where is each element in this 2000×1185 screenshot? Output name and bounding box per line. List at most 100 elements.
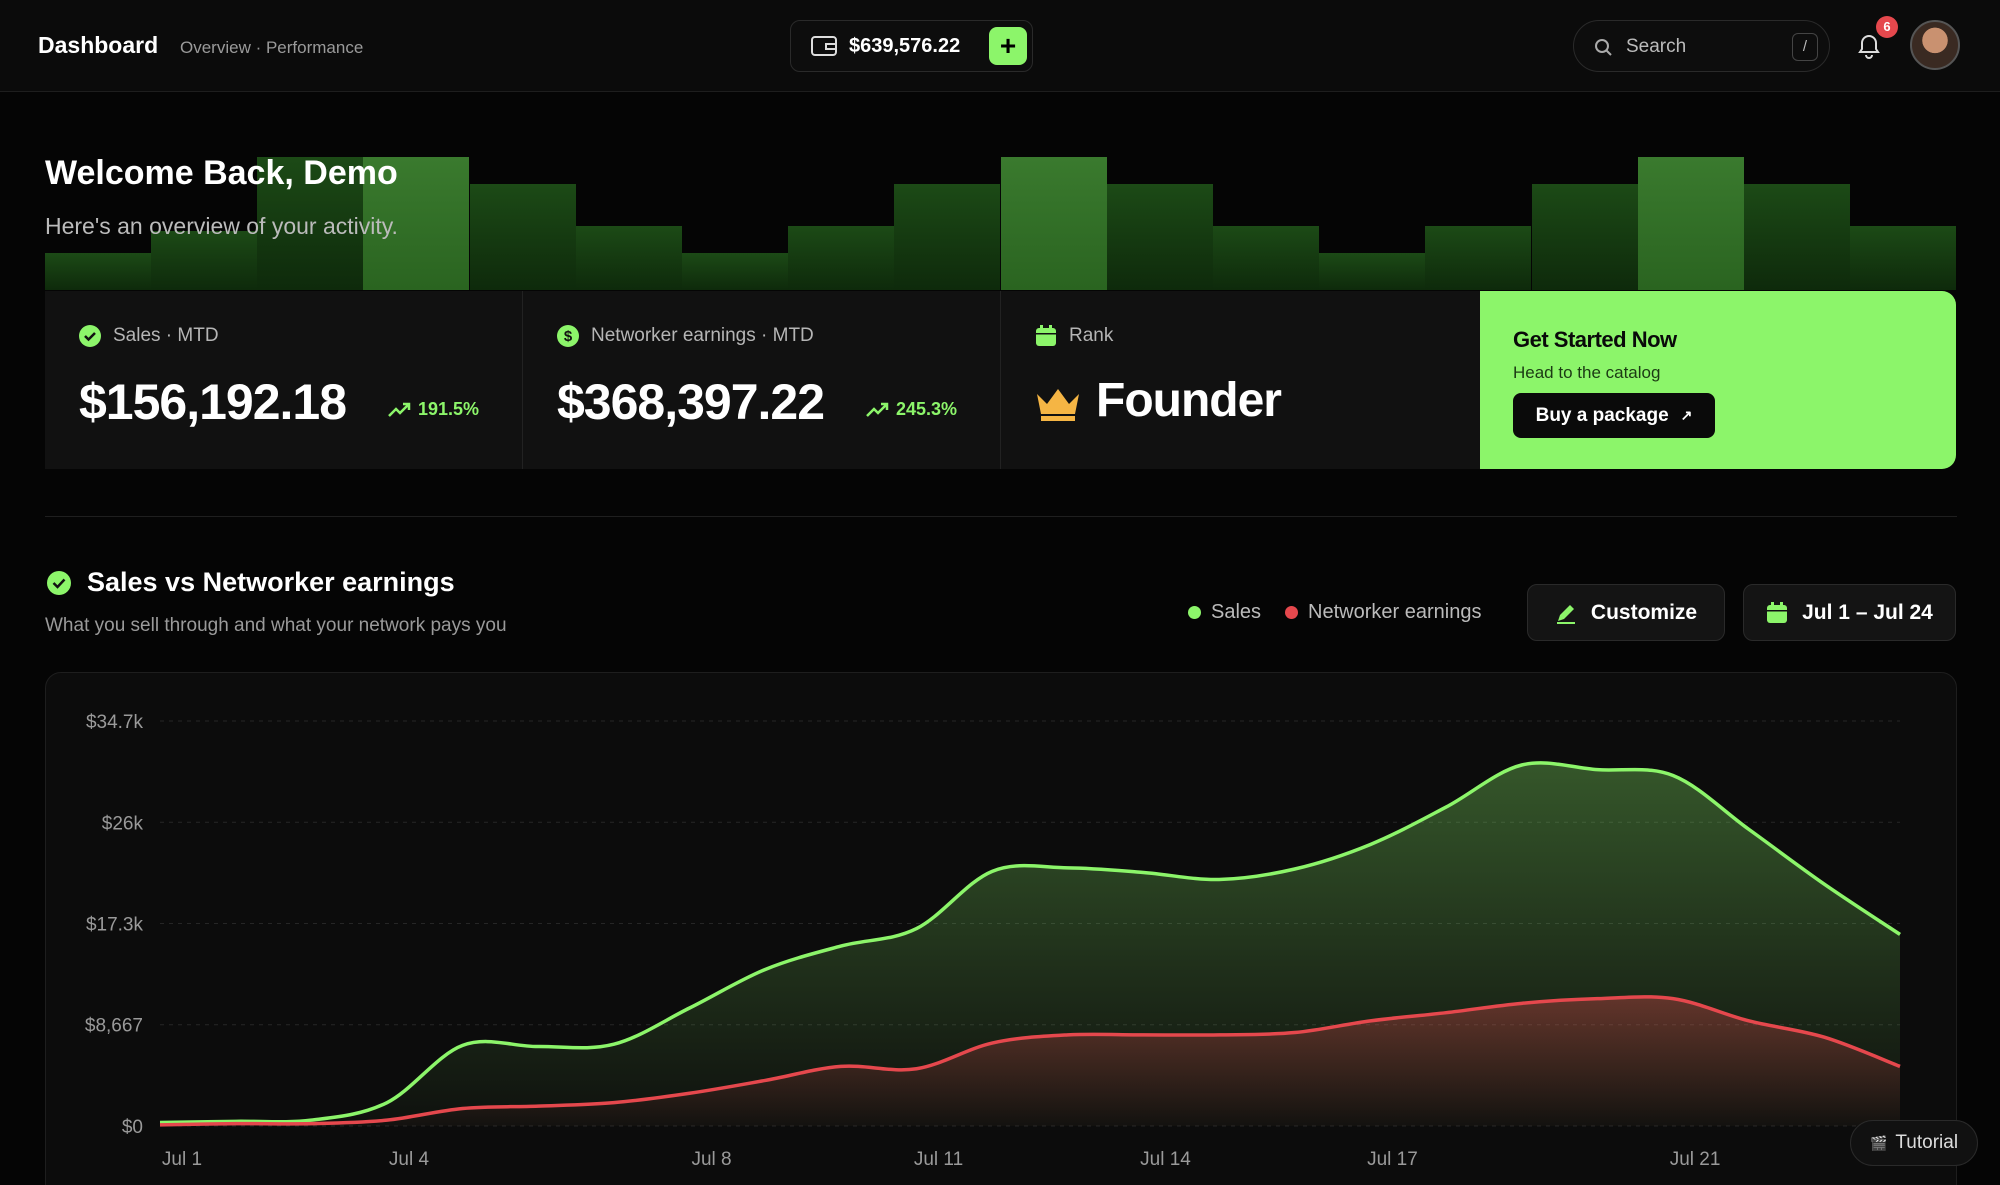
pencil-icon [1556, 604, 1575, 624]
balance: $639,576.22 [849, 35, 961, 57]
wallet-icon [811, 36, 837, 56]
y-tick-label: $0 [122, 1117, 143, 1138]
x-tick-label: Jul 14 [1140, 1149, 1191, 1170]
hero-bar [363, 157, 469, 290]
avatar[interactable] [1910, 20, 1960, 70]
cta-subtitle: Head to the catalog [1513, 363, 1661, 382]
stat-value: $156,192.18 [79, 374, 347, 430]
stat-label: Networker earnings · MTD [591, 325, 814, 346]
hero-bar [1532, 184, 1638, 290]
dollar-icon: $ [557, 325, 579, 347]
y-tick-label: $8,667 [85, 1016, 143, 1037]
x-tick-label: Jul 21 [1670, 1149, 1721, 1170]
hero-bar [1213, 226, 1319, 290]
svg-text:$: $ [564, 328, 573, 345]
stat-label-row: $ Networker earnings · MTD [557, 325, 814, 347]
search-icon [1595, 39, 1612, 56]
hero-bar [1638, 157, 1744, 290]
x-tick-label: Jul 8 [691, 1149, 731, 1170]
hero-bars [45, 155, 1957, 290]
series-line [159, 761, 1901, 1125]
legend: Sales Networker earnings [1188, 601, 1481, 624]
tutorial-icon: 🎬 [1869, 1134, 1888, 1151]
customize-label: Customize [1590, 600, 1698, 624]
hero-bar [1850, 226, 1956, 290]
date-range-button[interactable]: Jul 1 – Jul 24 [1743, 584, 1956, 641]
stat-change-row: 191.5% [388, 399, 479, 420]
date-range-label: Jul 1 – Jul 24 [1802, 600, 1933, 624]
stat-label-row: Rank [1035, 325, 1113, 347]
customize-button[interactable]: Customize [1527, 584, 1725, 641]
hero-bar [257, 157, 363, 290]
stat-card: Rank Founder [1001, 291, 1480, 469]
legend-label: Networker earnings [1308, 601, 1482, 623]
stat-change-row: 245.3% [866, 399, 957, 420]
tutorial-label: Tutorial [1895, 1132, 1959, 1153]
x-tick-label: Jul 17 [1367, 1149, 1418, 1170]
hero-bar [576, 226, 682, 290]
hero-bar [1319, 253, 1425, 290]
legend-item: Networker earnings [1285, 601, 1481, 624]
hero-bar [470, 184, 576, 290]
stat-label: Rank [1069, 325, 1114, 346]
hero-bar [788, 226, 894, 290]
search[interactable]: Search / [1573, 20, 1830, 72]
cta-card: Get Started Now Head to the catalog Buy … [1480, 291, 1956, 469]
trend-icon [388, 402, 411, 417]
hero-bar [151, 231, 257, 290]
section-icon [47, 571, 71, 595]
x-tick-label: Jul 4 [389, 1149, 430, 1170]
crown-icon [1037, 389, 1079, 421]
legend-swatch [1285, 606, 1299, 619]
cta-title: Get Started Now [1513, 327, 1677, 352]
stat-value: Founder [1096, 374, 1282, 427]
legend-swatch [1188, 606, 1201, 619]
hero-bar [1107, 184, 1213, 290]
search-shortcut: / [1792, 33, 1818, 61]
section-subtitle: What you sell through and what your netw… [45, 615, 507, 636]
y-tick-label: $26k [102, 813, 144, 834]
stat-change: 245.3% [896, 399, 958, 419]
add-funds-button[interactable]: + [989, 27, 1027, 65]
y-tick-label: $34.7k [86, 712, 144, 733]
hero-bar [682, 253, 788, 290]
breadcrumb: Overview · Performance [180, 38, 364, 57]
hero-bar [1425, 226, 1531, 290]
stat-card: $ Networker earnings · MTD $368,397.22 24… [523, 291, 1001, 469]
stat-value: $368,397.22 [557, 374, 825, 430]
search-placeholder: Search [1626, 36, 1687, 57]
divider [45, 516, 1957, 517]
external-icon: ↗ [1680, 407, 1693, 423]
y-tick-label: $17.3k [86, 915, 144, 936]
legend-label: Sales [1211, 601, 1262, 623]
stat-card: Sales · MTD $156,192.18 191.5% [45, 291, 523, 469]
hero-bar [1744, 184, 1850, 290]
trend-icon [866, 402, 889, 417]
stat-label-row: Sales · MTD [79, 325, 219, 347]
hero-bar [894, 184, 1000, 290]
app-title: Dashboard [38, 32, 159, 58]
hero-bar [45, 253, 151, 290]
hero-bar [1001, 157, 1107, 290]
area-fill [160, 996, 1900, 1126]
bell-icon[interactable] [1856, 32, 1882, 60]
x-tick-label: Jul 11 [914, 1149, 963, 1170]
check-icon [79, 325, 101, 347]
legend-item: Sales [1188, 601, 1261, 624]
cta-button[interactable]: Buy a package ↗ [1513, 393, 1715, 438]
x-tick-label: Jul 1 [162, 1149, 202, 1170]
section-title: Sales vs Networker earnings [87, 567, 455, 597]
welcome-subtitle: Here's an overview of your activity. [45, 213, 398, 239]
wallet[interactable]: $639,576.22 + [790, 20, 1033, 72]
calendar-icon [1767, 601, 1788, 623]
series-line [159, 995, 1901, 1127]
calendar-icon [1036, 325, 1056, 346]
cta-button-label: Buy a package [1535, 404, 1669, 426]
tutorial-button[interactable]: 🎬 Tutorial [1850, 1120, 1978, 1166]
stat-change: 191.5% [418, 399, 480, 419]
stat-label: Sales · MTD [113, 325, 219, 346]
notification-badge: 6 [1876, 16, 1898, 38]
welcome-title: Welcome Back, Demo [45, 154, 398, 192]
